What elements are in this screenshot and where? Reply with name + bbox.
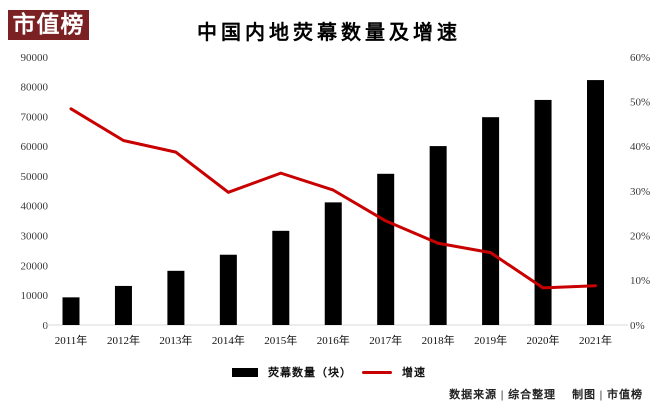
chart-title: 中国内地荧幕数量及增速 [197,22,461,44]
y-right-tick-label: 40% [630,141,650,153]
y-left-tick-label: 0 [43,320,49,332]
y-right-tick-label: 60% [630,52,650,64]
y-left-tick-label: 30000 [21,231,49,243]
bar-2013年 [167,270,185,325]
x-axis-year-label: 2015年 [264,333,297,347]
bar-2017年 [377,173,395,325]
y-left-tick-label: 40000 [21,201,49,213]
bar-2015年 [272,230,290,325]
x-axis-year-label: 2012年 [107,333,140,347]
y-right-tick-label: 50% [630,97,650,109]
bar-2011年 [62,297,80,325]
y-left-tick-label: 70000 [21,111,49,123]
legend-label-screens: 荧幕数量（块） [268,367,352,379]
y-right-tick-label: 0% [630,320,645,332]
bar-2012年 [114,285,132,325]
y-left-tick-label: 90000 [21,52,49,64]
x-axis-year-label: 2020年 [527,333,560,347]
y-right-tick-label: 20% [630,231,650,243]
bar-2014年 [219,254,237,325]
footer-data-source: 数据来源 | 综合整理 [449,389,557,401]
growth-line [69,107,597,290]
y-left-tick-label: 10000 [21,290,49,302]
x-axis-year-label: 2017年 [369,333,402,347]
footer-credit: 制图 | 市值榜 [572,389,643,401]
x-axis-year-label: 2011年 [55,333,88,347]
chart-footer: 数据来源 | 综合整理 制图 | 市值榜 [449,386,643,402]
x-axis-year-label: 2013年 [159,333,192,347]
bar-2016年 [324,202,342,325]
y-left-tick-label: 50000 [21,171,49,183]
x-axis-year-label: 2021年 [579,333,612,347]
y-right-tick-label: 10% [630,275,650,287]
x-axis-year-label: 2018年 [422,333,455,347]
y-left-tick-label: 20000 [21,260,49,272]
x-axis-year-label: 2019年 [474,333,507,347]
chart-legend: 荧幕数量（块） 增速 [0,364,658,380]
bar-2021年 [587,80,604,325]
legend-line-swatch-icon [362,370,392,374]
site-logo: 市值榜 [8,10,89,40]
y-right-tick-label: 30% [630,186,650,198]
x-axis-year-label: 2014年 [212,333,245,347]
legend-bar-swatch-icon [232,367,258,377]
bar-2018年 [429,146,447,325]
y-left-tick-label: 60000 [21,141,49,153]
bar-2019年 [482,117,500,325]
legend-label-growth: 增速 [402,367,426,379]
x-axis-year-label: 2016年 [317,333,350,347]
bar-2020年 [534,99,552,325]
y-left-tick-label: 80000 [21,82,49,94]
